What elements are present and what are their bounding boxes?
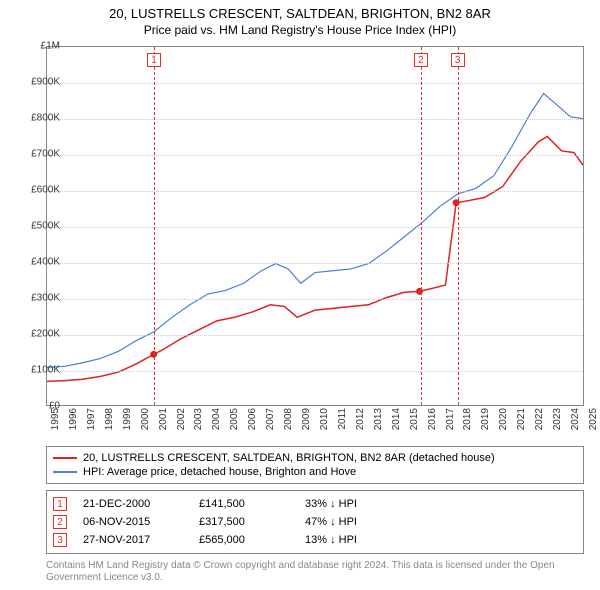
x-axis-label: 2019 <box>480 408 491 438</box>
y-axis-label: £500K <box>16 221 60 232</box>
x-axis-label: 1995 <box>50 408 61 438</box>
x-axis-label: 2001 <box>158 408 169 438</box>
event-diff: 47% ↓ HPI <box>305 516 357 528</box>
events-box: 1 21-DEC-2000 £141,500 33% ↓ HPI 2 06-NOV-201… <box>46 490 584 554</box>
event-row: 2 06-NOV-2015 £317,500 47% ↓ HPI <box>53 513 577 531</box>
event-diff: 13% ↓ HPI <box>305 534 357 546</box>
gridline <box>47 155 583 156</box>
chart-plot-area: 1 2 3 <box>46 46 584 406</box>
x-axis-label: 2008 <box>283 408 294 438</box>
event-date: 21-DEC-2000 <box>83 498 183 510</box>
legend-row-hpi: HPI: Average price, detached house, Brig… <box>53 465 577 479</box>
x-axis-label: 2020 <box>498 408 509 438</box>
y-axis-label: £100K <box>16 365 60 376</box>
chart-subtitle: Price paid vs. HM Land Registry's House … <box>0 21 600 41</box>
x-axis-label: 2024 <box>570 408 581 438</box>
y-axis-label: £600K <box>16 185 60 196</box>
x-axis-label: 2000 <box>140 408 151 438</box>
x-axis-label: 1997 <box>86 408 97 438</box>
event-marker: 2 <box>414 53 428 67</box>
x-axis-label: 2003 <box>193 408 204 438</box>
attribution-text: Contains HM Land Registry data © Crown c… <box>46 560 584 584</box>
event-line <box>421 47 422 405</box>
gridline <box>47 119 583 120</box>
y-axis-label: £400K <box>16 257 60 268</box>
y-axis-label: £900K <box>16 77 60 88</box>
gridline <box>47 83 583 84</box>
series-line-hpi <box>47 94 583 368</box>
x-axis-label: 2012 <box>355 408 366 438</box>
x-axis-label: 2014 <box>391 408 402 438</box>
event-marker: 1 <box>147 53 161 67</box>
y-axis-label: £200K <box>16 329 60 340</box>
event-badge: 2 <box>53 515 67 529</box>
series-line-price_paid <box>47 137 583 382</box>
event-line <box>458 47 459 405</box>
gridline <box>47 263 583 264</box>
gridline <box>47 227 583 228</box>
chart-title: 20, LUSTRELLS CRESCENT, SALTDEAN, BRIGHT… <box>0 0 600 21</box>
gridline <box>47 335 583 336</box>
event-price: £317,500 <box>199 516 289 528</box>
x-axis-label: 2005 <box>229 408 240 438</box>
chart-svg <box>47 47 583 405</box>
x-axis-label: 2022 <box>534 408 545 438</box>
x-axis-label: 2016 <box>427 408 438 438</box>
gridline <box>47 371 583 372</box>
event-diff: 33% ↓ HPI <box>305 498 357 510</box>
legend-label-price-paid: 20, LUSTRELLS CRESCENT, SALTDEAN, BRIGHT… <box>83 452 495 464</box>
y-axis-label: £300K <box>16 293 60 304</box>
event-date: 27-NOV-2017 <box>83 534 183 546</box>
legend-label-hpi: HPI: Average price, detached house, Brig… <box>83 466 356 478</box>
legend-row-price-paid: 20, LUSTRELLS CRESCENT, SALTDEAN, BRIGHT… <box>53 451 577 465</box>
x-axis-label: 2023 <box>552 408 563 438</box>
x-axis-label: 2007 <box>265 408 276 438</box>
x-axis-label: 2011 <box>337 408 348 438</box>
event-price: £141,500 <box>199 498 289 510</box>
x-axis-label: 1998 <box>104 408 115 438</box>
y-axis-label: £800K <box>16 113 60 124</box>
y-axis-label: £700K <box>16 149 60 160</box>
event-badge: 1 <box>53 497 67 511</box>
x-axis-label: 2006 <box>247 408 258 438</box>
event-row: 1 21-DEC-2000 £141,500 33% ↓ HPI <box>53 495 577 513</box>
x-axis-label: 2002 <box>176 408 187 438</box>
event-price: £565,000 <box>199 534 289 546</box>
x-axis-label: 2021 <box>516 408 527 438</box>
event-date: 06-NOV-2015 <box>83 516 183 528</box>
x-axis-label: 2013 <box>373 408 384 438</box>
x-axis-label: 2025 <box>588 408 599 438</box>
gridline <box>47 191 583 192</box>
event-marker: 3 <box>451 53 465 67</box>
series-marker <box>416 288 423 295</box>
x-axis-label: 2017 <box>445 408 456 438</box>
x-axis-label: 1999 <box>122 408 133 438</box>
event-badge: 3 <box>53 533 67 547</box>
x-axis-label: 2018 <box>462 408 473 438</box>
event-line <box>154 47 155 405</box>
event-row: 3 27-NOV-2017 £565,000 13% ↓ HPI <box>53 531 577 549</box>
x-axis-label: 2010 <box>319 408 330 438</box>
legend-swatch-hpi <box>53 471 77 473</box>
x-axis-label: 1996 <box>68 408 79 438</box>
gridline <box>47 299 583 300</box>
y-axis-label: £1M <box>16 41 60 52</box>
x-axis-label: 2015 <box>409 408 420 438</box>
legend-box: 20, LUSTRELLS CRESCENT, SALTDEAN, BRIGHT… <box>46 446 584 484</box>
x-axis-label: 2009 <box>301 408 312 438</box>
x-axis-label: 2004 <box>211 408 222 438</box>
chart-container: 20, LUSTRELLS CRESCENT, SALTDEAN, BRIGHT… <box>0 0 600 590</box>
legend-swatch-price-paid <box>53 457 77 459</box>
